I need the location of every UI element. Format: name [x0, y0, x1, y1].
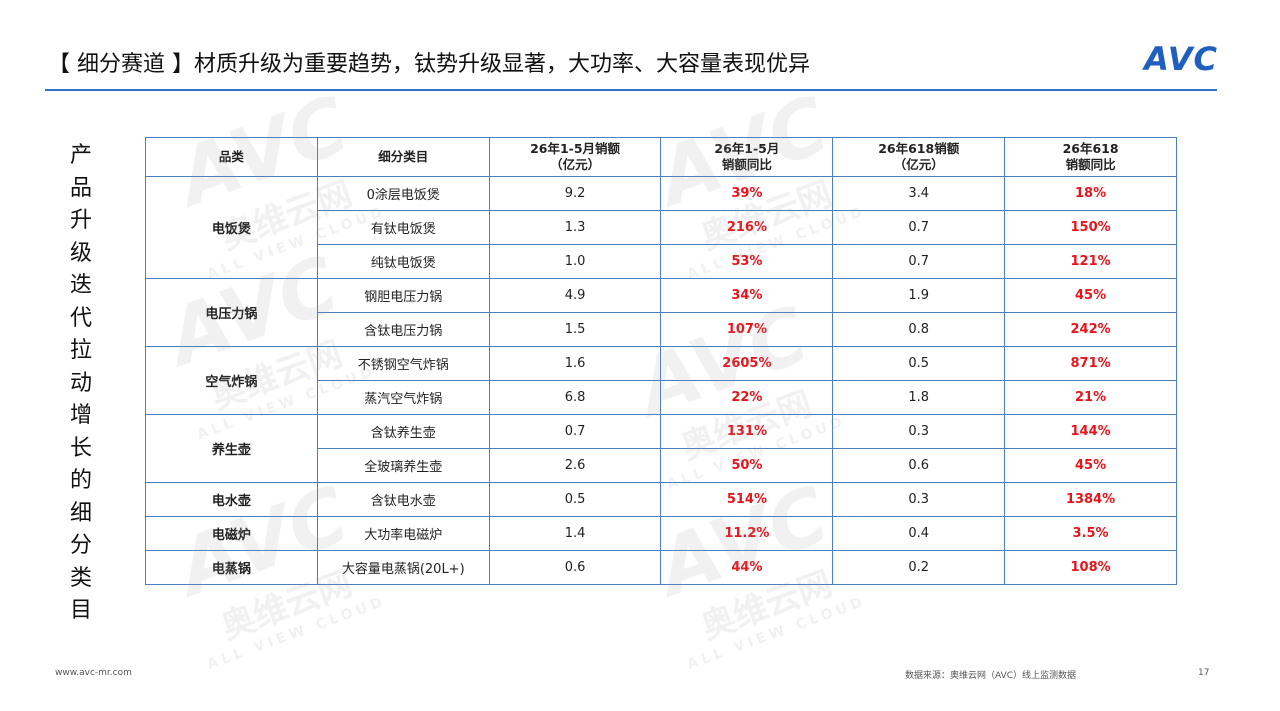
- category-cell: 电蒸锅: [145, 550, 318, 585]
- header-cell: 品类: [145, 137, 318, 177]
- value-cell: 34%: [660, 278, 834, 313]
- value-cell: 108%: [1004, 550, 1177, 585]
- value-cell: 1384%: [1004, 482, 1177, 517]
- value-cell: 0.7: [488, 414, 662, 449]
- watermark-sub: ALL VIEW CLOUD: [685, 593, 869, 673]
- value-cell: 871%: [1004, 346, 1177, 381]
- subcategory-cell: 含钛电压力锅: [316, 312, 490, 347]
- table-row: 含钛电压力锅 1.5 107% 0.8 242%: [146, 312, 1177, 347]
- table-row: 蒸汽空气炸锅 6.8 22% 1.8 21%: [146, 380, 1177, 415]
- value-cell: 0.6: [832, 448, 1006, 483]
- subcategory-cell: 含钛养生壶: [316, 414, 490, 449]
- value-cell: 11.2%: [660, 516, 834, 551]
- side-label: 产品升级迭代拉动增长的细分类目: [69, 143, 92, 623]
- category-cell: 电压力锅: [145, 278, 318, 347]
- value-cell: 53%: [660, 244, 834, 279]
- subcategory-cell: 有钛电饭煲: [316, 210, 490, 245]
- value-cell: 22%: [660, 380, 834, 415]
- category-cell: 电磁炉: [145, 516, 318, 551]
- value-cell: 121%: [1004, 244, 1177, 279]
- subcategory-cell: 全玻璃养生壶: [316, 448, 490, 483]
- value-cell: 0.3: [832, 414, 1006, 449]
- value-cell: 44%: [660, 550, 834, 585]
- value-cell: 1.6: [488, 346, 662, 381]
- table-row: 养生壶 含钛养生壶 0.7 131% 0.3 144%: [145, 414, 1177, 483]
- value-cell: 0.8: [832, 312, 1006, 347]
- value-cell: 1.3: [488, 210, 662, 245]
- value-cell: 45%: [1004, 278, 1177, 313]
- subcategory-cell: 含钛电水壶: [316, 482, 490, 517]
- value-cell: 0.7: [832, 244, 1006, 279]
- value-cell: 0.7: [832, 210, 1006, 245]
- subcategory-cell: 不锈钢空气炸锅: [316, 346, 490, 381]
- website: www.avc-mr.com: [55, 668, 132, 678]
- table-row: 空气炸锅 不锈钢空气炸锅 1.6 2605% 0.5 871%: [145, 346, 1177, 415]
- watermark-sub: ALL VIEW CLOUD: [205, 593, 389, 673]
- subcategory-cell: 大功率电磁炉: [316, 516, 490, 551]
- value-cell: 1.5: [488, 312, 662, 347]
- value-cell: 150%: [1004, 210, 1177, 245]
- header-cell: 26年618销额 （亿元）: [832, 137, 1006, 177]
- value-cell: 0.4: [832, 516, 1006, 551]
- value-cell: 514%: [660, 482, 834, 517]
- value-cell: 0.2: [832, 550, 1006, 585]
- title-rule: [45, 89, 1217, 91]
- category-cell: 养生壶: [145, 414, 318, 483]
- value-cell: 1.0: [488, 244, 662, 279]
- value-cell: 4.9: [488, 278, 662, 313]
- category-cell: 电水壶: [145, 482, 318, 517]
- value-cell: 39%: [660, 176, 834, 211]
- value-cell: 6.8: [488, 380, 662, 415]
- table-row: 电饭煲 0涂层电饭煲 9.2 39% 3.4 18%: [145, 176, 1177, 279]
- value-cell: 1.8: [832, 380, 1006, 415]
- table-row: 纯钛电饭煲 1.0 53% 0.7 121%: [146, 244, 1177, 279]
- value-cell: 144%: [1004, 414, 1177, 449]
- table-row: 电水壶 含钛电水壶 0.5 514% 0.3 1384%: [145, 482, 1177, 517]
- value-cell: 107%: [660, 312, 834, 347]
- subcategory-cell: 钢胆电压力锅: [316, 278, 490, 313]
- subcategory-cell: 蒸汽空气炸锅: [316, 380, 490, 415]
- page-number: 17: [1198, 668, 1210, 678]
- data-table: 品类 细分类目 26年1-5月销额 （亿元） 26年1-5月 销额同比 26年618销额…: [145, 137, 1177, 585]
- value-cell: 2605%: [660, 346, 834, 381]
- value-cell: 131%: [660, 414, 834, 449]
- table-row: 全玻璃养生壶 2.6 50% 0.6 45%: [146, 448, 1177, 483]
- value-cell: 3.5%: [1004, 516, 1177, 551]
- value-cell: 21%: [1004, 380, 1177, 415]
- value-cell: 0.3: [832, 482, 1006, 517]
- value-cell: 1.9: [832, 278, 1006, 313]
- logo: AVC: [1144, 40, 1218, 78]
- value-cell: 0.5: [832, 346, 1006, 381]
- table-row: 电磁炉 大功率电磁炉 1.4 11.2% 0.4 3.5%: [145, 516, 1177, 551]
- header-row: 品类 细分类目 26年1-5月销额 （亿元） 26年1-5月 销额同比 26年618销额…: [145, 137, 1177, 177]
- table-row: 电蒸锅 大容量电蒸锅(20L+) 0.6 44% 0.2 108%: [145, 550, 1177, 585]
- value-cell: 18%: [1004, 176, 1177, 211]
- value-cell: 242%: [1004, 312, 1177, 347]
- category-cell: 电饭煲: [145, 176, 318, 279]
- subcategory-cell: 纯钛电饭煲: [316, 244, 490, 279]
- value-cell: 0.5: [488, 482, 662, 517]
- table-row: 电压力锅 钢胆电压力锅 4.9 34% 1.9 45%: [145, 278, 1177, 347]
- value-cell: 216%: [660, 210, 834, 245]
- value-cell: 9.2: [488, 176, 662, 211]
- table-row: 有钛电饭煲 1.3 216% 0.7 150%: [146, 210, 1177, 245]
- header-cell: 26年1-5月 销额同比: [660, 137, 834, 177]
- source-note: 数据来源：奥维云网（AVC）线上监测数据: [905, 671, 1077, 681]
- value-cell: 45%: [1004, 448, 1177, 483]
- value-cell: 2.6: [488, 448, 662, 483]
- subcategory-cell: 0涂层电饭煲: [316, 176, 490, 211]
- subcategory-cell: 大容量电蒸锅(20L+): [316, 550, 490, 585]
- header-cell: 细分类目: [316, 137, 490, 177]
- value-cell: 50%: [660, 448, 834, 483]
- slide-title: 【 细分赛道 】材质升级为重要趋势，钛势升级显著，大功率、大容量表现优异: [48, 52, 810, 77]
- value-cell: 0.6: [488, 550, 662, 585]
- header-cell: 26年618 销额同比: [1004, 137, 1177, 177]
- header-cell: 26年1-5月销额 （亿元）: [488, 137, 662, 177]
- value-cell: 3.4: [832, 176, 1006, 211]
- category-cell: 空气炸锅: [145, 346, 318, 415]
- value-cell: 1.4: [488, 516, 662, 551]
